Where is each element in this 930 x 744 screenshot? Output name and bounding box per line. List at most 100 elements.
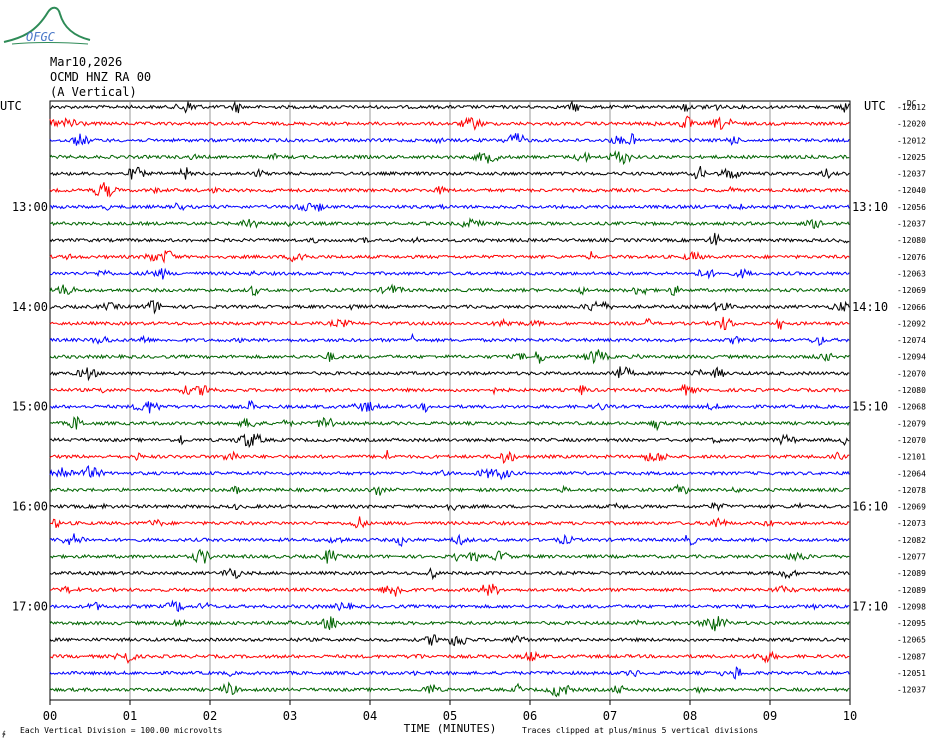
trace-offset-label: -12087 [897,652,926,661]
seismic-trace [49,217,850,230]
seismic-trace [49,283,850,297]
hour-label-left: 15:00 [12,400,48,414]
trace-offset-label: -12080 [897,386,926,395]
trace-offset-label: -12012 [897,136,926,145]
seismic-trace [49,100,850,114]
hour-label-right: 13:10 [852,200,888,214]
seismic-trace [49,464,850,481]
trace-offset-label: -12078 [897,486,926,495]
seismic-trace [49,516,850,529]
trace-offset-label: -12076 [897,253,926,262]
component-label: (A Vertical) [50,85,137,99]
x-tick-label: 02 [203,709,217,723]
trace-offset-label: -12073 [897,519,926,528]
seismic-trace [49,332,850,347]
utc-label-right: UTC [864,99,886,113]
footer-clip-note: Traces clipped at plus/minus 5 vertical … [522,726,758,735]
trace-offset-label: -12064 [897,469,926,478]
trace-offset-label: -12037 [897,686,926,695]
seismic-trace [49,432,850,449]
x-tick-label: 05 [443,709,457,723]
trace-offset-label: -12040 [897,186,926,195]
seismic-trace [49,533,850,548]
seismic-trace [49,149,850,166]
hour-label-left: 14:00 [12,300,48,314]
trace-offset-label: -12077 [897,552,926,561]
hour-label-right: 17:10 [852,599,888,613]
trace-offset-label: -12069 [897,503,926,512]
x-axis-title: TIME (MINUTES) [404,722,497,735]
x-tick-label: 06 [523,709,537,723]
seismic-trace [49,666,850,680]
dc-label: -DC [902,99,917,108]
seismic-trace [49,650,850,664]
seismic-trace [49,202,850,212]
hour-label-left: 16:00 [12,500,48,514]
x-tick-label: 09 [763,709,777,723]
trace-offset-label: -12098 [897,602,926,611]
trace-offset-label: -12095 [897,619,926,628]
seismic-trace [49,634,850,647]
seismic-trace [49,366,850,382]
footer-scale-note: Each Vertical Division = 100.00 microvol… [20,726,222,735]
hour-label-right: 14:10 [852,300,888,314]
trace-offset-label: -12020 [897,120,926,129]
trace-offset-label: -12089 [897,586,926,595]
seismic-trace [49,267,850,280]
seismic-trace [49,399,850,414]
trace-offset-label: -12074 [897,336,926,345]
seismic-trace [49,232,850,246]
seismic-trace [49,132,850,146]
trace-offset-label: -12070 [897,436,926,445]
utc-label-left: UTC [0,99,22,113]
hour-label-right: 16:10 [852,500,888,514]
seismic-trace [49,681,850,698]
x-tick-label: 08 [683,709,697,723]
seismic-trace [49,316,850,331]
seismic-trace [49,250,850,264]
trace-offset-label: -12051 [897,669,926,678]
hour-label-left: 17:00 [12,599,48,613]
trace-offset-label: -12012 [897,103,926,112]
seismic-trace [49,383,850,396]
trace-offset-label: -12037 [897,220,926,229]
seismic-trace [49,165,850,180]
trace-offset-label: -12068 [897,403,926,412]
trace-offset-label: -12079 [897,419,926,428]
seismic-trace [49,450,850,465]
hour-label-left: 13:00 [12,200,48,214]
x-tick-label: 01 [123,709,137,723]
seismic-trace [49,349,850,365]
footer-mark: ∳ [2,730,6,738]
trace-offset-label: -12070 [897,369,926,378]
trace-offset-label: -12101 [897,453,926,462]
trace-offset-label: -12080 [897,236,926,245]
station-label: OCMD HNZ RA 00 [50,70,152,84]
ofgc-logo: OFGC [2,4,92,46]
seismic-trace [49,616,850,632]
logo-text: OFGC [26,30,56,44]
x-tick-label: 07 [603,709,617,723]
trace-offset-label: -12069 [897,286,926,295]
seismic-trace [49,182,850,198]
seismic-trace [49,599,850,613]
trace-offset-label: -12066 [897,303,926,312]
seismic-trace [49,415,850,432]
trace-offset-label: -12094 [897,353,926,362]
hour-label-right: 15:10 [852,400,888,414]
seismic-trace [49,501,850,512]
trace-offset-label: -12025 [897,153,926,162]
seismic-trace [49,567,850,581]
seismic-trace [50,300,850,315]
trace-offset-label: -12092 [897,319,926,328]
seismic-trace [49,548,850,564]
trace-offset-label: -12063 [897,269,926,278]
x-tick-label: 04 [363,709,377,723]
seismic-trace [49,583,850,597]
trace-offset-label: -12065 [897,636,926,645]
date-label: Mar10,2026 [50,55,123,69]
x-tick-label: 03 [283,709,297,723]
seismic-trace [49,483,850,496]
seismic-trace [49,115,850,131]
